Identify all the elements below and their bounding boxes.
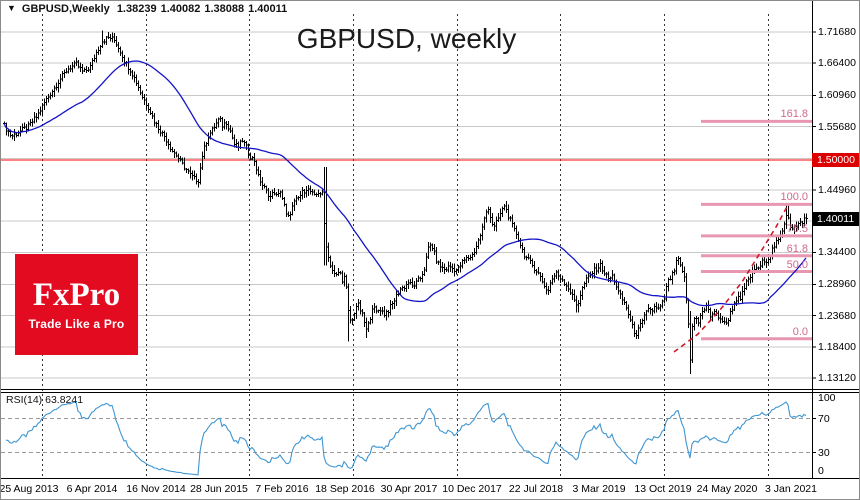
- fib-level-label: 50.0: [786, 258, 808, 271]
- rsi-value: 63.8241: [45, 394, 84, 406]
- resistance-price-tag: 1.50000: [812, 153, 859, 168]
- date-axis-label: 7 Feb 2016: [255, 483, 309, 495]
- fxpro-tagline: Trade Like a Pro: [28, 316, 125, 331]
- date-axis-label: 28 Jun 2015: [190, 483, 248, 495]
- close-value: 1.40011: [248, 3, 288, 15]
- ohlc-titlebar: ▼ GBPUSD,Weekly 1.38239 1.40082 1.38088 1.40…: [7, 3, 291, 15]
- price-axis-label: 1.34400: [818, 246, 856, 259]
- price-axis-label: 1.13120: [818, 372, 856, 384]
- date-axis-label: 30 Apr 2017: [380, 483, 438, 495]
- chart-watermark-title: GBPUSD, weekly: [296, 23, 517, 54]
- fib-level-label: 100.0: [780, 191, 808, 204]
- fib-level-label: 76.5: [786, 222, 808, 235]
- fxpro-brand-text: FxPro: [32, 276, 121, 313]
- price-axis-label: 1.66400: [818, 57, 856, 70]
- open-value: 1.38239: [116, 3, 157, 15]
- date-axis-label: 13 Oct 2019: [634, 483, 692, 495]
- date-axis-label: 25 Aug 2013: [0, 483, 59, 495]
- date-axis-label: 10 Dec 2017: [442, 483, 502, 495]
- low-value: 1.38088: [204, 3, 245, 15]
- high-value: 1.40082: [160, 3, 201, 15]
- date-axis-label: 18 Sep 2016: [315, 483, 375, 495]
- date-axis-label: 22 Jul 2018: [508, 483, 564, 495]
- rsi-axis-label: 70: [818, 413, 830, 425]
- rsi-axis-label: 0: [818, 465, 824, 477]
- current-price-tag: 1.40011: [812, 212, 859, 227]
- fib-level-label: 0.0: [792, 325, 808, 338]
- symbol-label: GBPUSD,Weekly: [21, 3, 110, 15]
- price-axis-label: 1.71680: [818, 26, 856, 39]
- fib-level-label: 161.8: [780, 108, 808, 121]
- price-axis-label: 1.55680: [818, 120, 856, 133]
- price-axis-label: 1.18400: [818, 340, 856, 353]
- rsi-name: RSI(14): [6, 394, 43, 406]
- price-axis-label: 1.60960: [818, 89, 856, 102]
- rsi-indicator-label: RSI(14) 63.8241: [6, 394, 83, 406]
- rsi-axis-label: 30: [818, 447, 830, 459]
- date-axis-label: 3 Mar 2019: [572, 483, 626, 495]
- date-axis-label: 24 May 2020: [696, 483, 758, 495]
- price-axis-label: 1.28960: [818, 278, 856, 291]
- date-axis-label: 3 Jan 2021: [765, 483, 817, 495]
- rsi-axis-label: 100: [818, 392, 836, 404]
- date-axis-label: 16 Nov 2014: [126, 483, 186, 495]
- symbol-dropdown-icon[interactable]: ▼: [7, 3, 16, 13]
- fxpro-logo: FxPro Trade Like a Pro: [15, 254, 138, 355]
- price-axis-label: 1.44960: [818, 183, 856, 196]
- price-axis-label: 1.23680: [818, 309, 856, 322]
- date-axis-label: 6 Apr 2014: [66, 483, 118, 495]
- fib-level-label: 61.8: [786, 242, 808, 255]
